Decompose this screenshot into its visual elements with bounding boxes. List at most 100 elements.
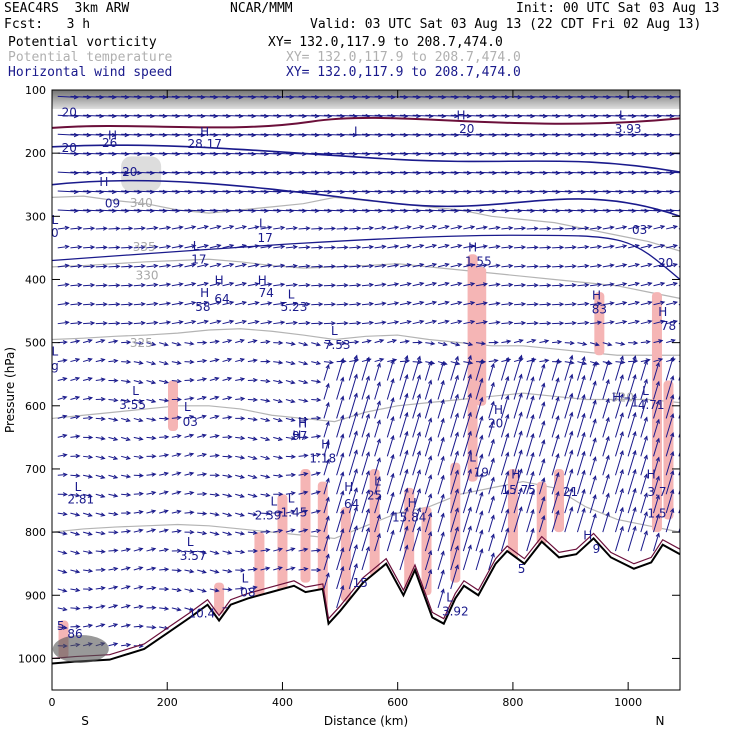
wind-vector [589,361,599,365]
wind-vector-head [290,547,296,552]
wind-vector [628,190,649,193]
wind-vector [57,607,67,611]
wind-vector [412,489,421,514]
wind-vector [653,171,674,174]
wind-vector [666,171,680,174]
wind-vector [349,171,370,174]
wind-vector-head [394,244,400,249]
wind-vector-head [643,511,648,517]
wind-vector-head [404,354,409,361]
wind-vector-head [100,436,106,441]
wind-vector-head [684,450,687,454]
wind-vector-head [277,398,283,404]
wind-vector [260,209,281,212]
wind-vector-head [605,378,610,385]
wind-vector [57,321,69,325]
wind-vector [146,171,167,174]
wind-vector [83,95,104,98]
wind-vector [627,356,636,381]
wind-vector [589,476,596,495]
wind-vector [577,209,598,212]
wind-vector [450,301,462,306]
pv-annotation: H [298,416,307,430]
wind-vector [488,534,495,552]
wind-vector-head [340,170,346,176]
wind-vector-head [225,132,231,138]
wind-vector-head [267,225,273,230]
wind-vector-head [340,490,345,496]
wind-vector [311,171,332,174]
wind-vector-head [316,434,322,439]
wind-vector [83,209,104,212]
wind-vector-head [427,379,433,385]
wind-vector-head [166,282,172,287]
upper-level-shading [52,90,680,109]
wind-vector [602,264,614,268]
wind-vector [273,264,285,268]
wind-vector [665,413,674,438]
wind-vector-head [482,282,489,287]
wind-vector [551,416,559,438]
wind-vector [171,607,181,611]
wind-vector-head [467,354,472,360]
wind-vector [222,320,234,325]
wind-vector [273,511,283,514]
wind-vector-head [419,281,425,287]
wind-vector-head [315,342,322,347]
wind-vector-head [111,94,117,100]
wind-vector [462,412,472,438]
wind-vector-head [517,94,523,100]
wind-vector [197,282,209,287]
wind-vector [121,171,142,174]
wind-vector-head [376,494,381,501]
wind-vector-head [189,433,195,438]
wind-vector-head [353,430,358,436]
wind-vector-head [571,301,577,307]
wind-vector [615,302,627,306]
wind-vector [348,374,358,400]
wind-vector-head [404,430,409,436]
wind-vector [247,586,257,590]
wind-vector [602,360,610,381]
wind-vector [336,171,357,174]
wind-vector [171,302,183,306]
wind-vector-head [647,281,653,287]
wind-vector [146,209,167,212]
wind-vector-head [75,624,81,629]
wind-vector-head [251,113,257,119]
wind-vector-head [75,550,81,555]
wind-vector-head [479,132,485,138]
wind-vector-head [328,360,335,365]
wind-vector [463,342,473,346]
wind-vector-head [240,586,246,591]
y-tick-label: 600 [25,400,46,413]
wind-vector-head [325,496,330,502]
wind-vector [500,433,509,457]
wind-vector [450,527,459,552]
wind-vector [374,339,384,344]
wind-vector-head [619,449,624,456]
wind-vector [159,209,180,212]
wind-vector-head [682,152,686,155]
wind-vector [450,375,459,400]
wind-vector-head [124,151,130,157]
wind-vector-head [457,244,463,249]
wind-vector-head [605,416,610,422]
wind-vector [399,340,409,344]
wind-vector [374,245,386,249]
wind-vector [564,322,576,325]
wind-vector-head [631,151,637,157]
wind-vector [462,488,472,514]
wind-vector-head [504,94,510,100]
wind-vector-head [86,151,92,157]
wind-vector [323,402,330,419]
wind-vector-head [263,189,270,195]
wind-vector-head [343,226,349,231]
wind-vector-head [634,300,640,306]
wind-vector [298,454,308,457]
wind-vector [209,244,221,249]
wind-vector [323,478,330,495]
wind-vector-head [113,511,119,517]
wind-vector-head [164,586,170,592]
wind-vector-head [263,170,270,176]
